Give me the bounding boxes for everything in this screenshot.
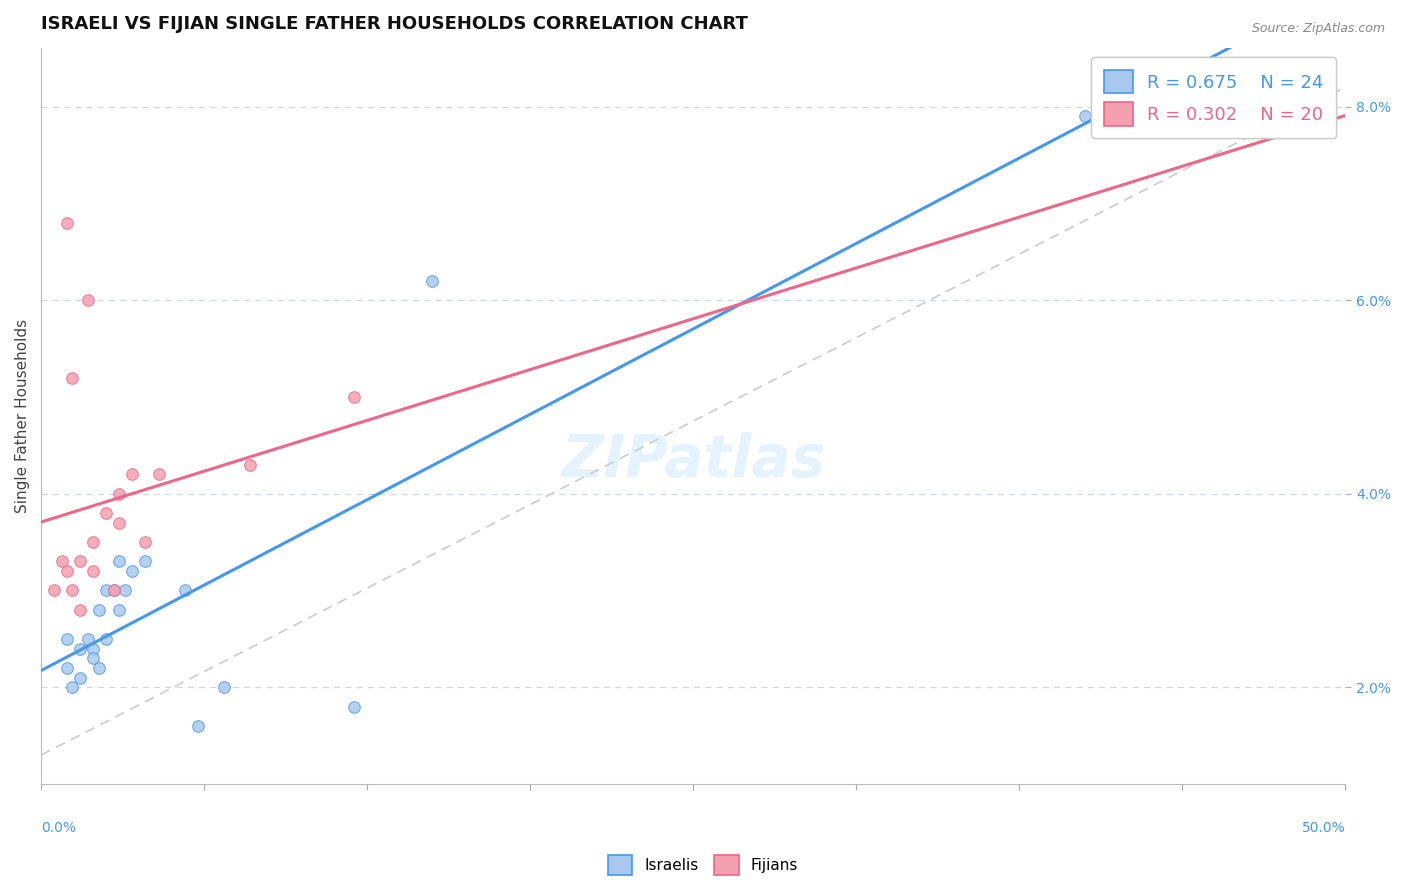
Point — [108, 486, 131, 500]
Point — [134, 535, 156, 549]
Point — [87, 603, 110, 617]
Point — [343, 699, 366, 714]
Point — [69, 603, 91, 617]
Point — [87, 661, 110, 675]
Point — [108, 603, 131, 617]
Text: ISRAELI VS FIJIAN SINGLE FATHER HOUSEHOLDS CORRELATION CHART: ISRAELI VS FIJIAN SINGLE FATHER HOUSEHOL… — [41, 15, 748, 33]
Point — [56, 564, 79, 578]
Point — [1073, 109, 1095, 123]
Point — [173, 583, 195, 598]
Point — [422, 274, 444, 288]
Point — [121, 564, 143, 578]
Point — [121, 467, 143, 482]
Point — [96, 632, 118, 646]
Legend: Israelis, Fijians: Israelis, Fijians — [600, 847, 806, 882]
Point — [239, 458, 262, 472]
Point — [44, 583, 66, 598]
Point — [69, 554, 91, 568]
Point — [56, 216, 79, 230]
Point — [82, 564, 104, 578]
Point — [69, 641, 91, 656]
Point — [108, 554, 131, 568]
Point — [96, 583, 118, 598]
Point — [96, 506, 118, 520]
Text: 50.0%: 50.0% — [1302, 821, 1346, 835]
Point — [187, 719, 209, 733]
Legend: R = 0.675    N = 24, R = 0.302    N = 20: R = 0.675 N = 24, R = 0.302 N = 20 — [1091, 57, 1337, 138]
Point — [103, 583, 125, 598]
Point — [108, 516, 131, 530]
Point — [114, 583, 136, 598]
Point — [343, 390, 366, 404]
Text: Source: ZipAtlas.com: Source: ZipAtlas.com — [1251, 22, 1385, 36]
Point — [134, 554, 156, 568]
Point — [69, 671, 91, 685]
Point — [82, 651, 104, 665]
Point — [62, 583, 84, 598]
Point — [62, 370, 84, 384]
Point — [82, 641, 104, 656]
Point — [148, 467, 170, 482]
Point — [212, 680, 235, 694]
Point — [56, 632, 79, 646]
Point — [77, 293, 100, 307]
Y-axis label: Single Father Households: Single Father Households — [15, 319, 30, 513]
Point — [56, 661, 79, 675]
Point — [62, 680, 84, 694]
Point — [82, 535, 104, 549]
Point — [51, 554, 73, 568]
Text: ZIPatlas: ZIPatlas — [561, 432, 825, 489]
Point — [103, 583, 125, 598]
Text: 0.0%: 0.0% — [41, 821, 76, 835]
Point — [77, 632, 100, 646]
